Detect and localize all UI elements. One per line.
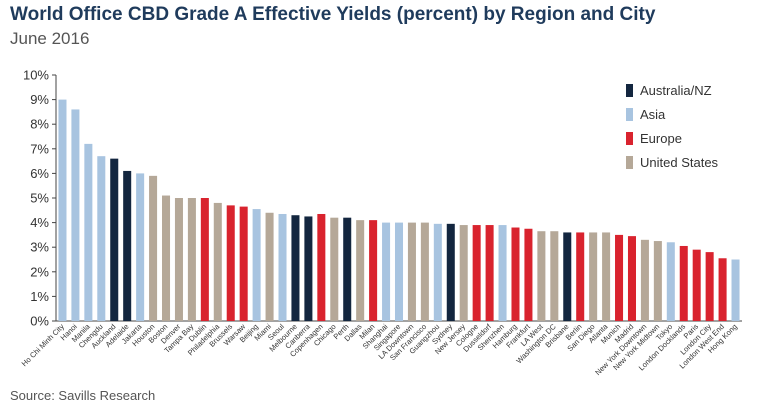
bar xyxy=(524,228,533,321)
bar xyxy=(252,209,261,321)
x-tick-label: Ho Chi Minh City xyxy=(20,322,66,368)
x-axis-labels: Ho Chi Minh CityHanoiManilaChengduAuckla… xyxy=(20,321,739,377)
bar xyxy=(679,245,688,321)
bar xyxy=(330,217,339,321)
bar xyxy=(317,213,326,321)
bar xyxy=(356,220,365,321)
y-tick-label: 7% xyxy=(30,141,49,156)
bar xyxy=(550,231,559,321)
bar xyxy=(511,227,520,321)
y-axis: 0% 1% 2% 3% 4% 5% 6% 7% 8% 9% 10% xyxy=(23,68,742,329)
bar xyxy=(136,173,145,321)
legend-label: United States xyxy=(640,155,719,170)
bar xyxy=(394,222,404,321)
bar xyxy=(472,225,481,321)
bar xyxy=(97,156,106,321)
bar xyxy=(627,236,636,321)
y-tick-label: 3% xyxy=(30,240,49,255)
bar xyxy=(653,241,662,321)
legend-swatch xyxy=(626,108,633,121)
bar xyxy=(291,215,300,321)
bar xyxy=(666,242,675,321)
bar xyxy=(239,206,248,321)
bar xyxy=(433,223,442,321)
bar xyxy=(304,216,313,321)
bar xyxy=(640,239,649,321)
bar xyxy=(563,232,572,321)
legend-swatch xyxy=(626,132,633,145)
bar xyxy=(84,143,93,321)
y-tick-label: 10% xyxy=(23,68,49,83)
bar xyxy=(343,217,352,321)
bar xyxy=(369,220,378,321)
bar-series xyxy=(58,99,740,321)
bar xyxy=(58,99,67,321)
bar xyxy=(71,109,80,321)
bar-chart: 0% 1% 2% 3% 4% 5% 6% 7% 8% 9% 10% Ho Chi Minh City… xyxy=(20,68,742,377)
bar xyxy=(110,158,119,321)
legend-swatch xyxy=(626,156,633,169)
legend-swatch xyxy=(626,84,633,97)
y-tick-label: 8% xyxy=(30,117,49,132)
legend: Australia/NZ Asia Europe United States xyxy=(626,83,719,170)
y-tick-label: 5% xyxy=(30,191,49,206)
bar xyxy=(602,232,611,321)
legend-label: Europe xyxy=(640,131,682,146)
bar xyxy=(537,231,546,321)
bar xyxy=(278,213,287,321)
bar xyxy=(589,232,598,321)
bar xyxy=(265,212,274,321)
bar xyxy=(615,234,624,321)
chart-subtitle: June 2016 xyxy=(10,29,90,48)
legend-label: Australia/NZ xyxy=(640,83,712,98)
bar xyxy=(692,249,701,321)
y-tick-label: 1% xyxy=(30,289,49,304)
bar xyxy=(705,252,714,321)
bar xyxy=(485,225,494,321)
y-tick-label: 9% xyxy=(30,92,49,107)
bar xyxy=(459,225,468,321)
bar xyxy=(200,198,209,321)
source-note: Source: Savills Research xyxy=(10,388,156,403)
bar xyxy=(174,198,183,321)
bar xyxy=(718,258,727,321)
bar xyxy=(731,259,740,321)
bar xyxy=(213,202,222,321)
chart-title: World Office CBD Grade A Effective Yield… xyxy=(10,4,656,25)
bar xyxy=(226,205,235,321)
bar xyxy=(149,175,158,321)
bar xyxy=(407,222,416,321)
bar xyxy=(123,170,132,321)
bar xyxy=(382,222,391,321)
legend-label: Asia xyxy=(640,107,666,122)
bar xyxy=(420,222,429,321)
bar xyxy=(162,195,171,321)
y-tick-label: 4% xyxy=(30,215,49,230)
bar xyxy=(446,223,455,321)
y-tick-label: 0% xyxy=(30,314,49,329)
bar xyxy=(576,232,585,321)
bar xyxy=(187,198,196,321)
y-tick-label: 2% xyxy=(30,264,49,279)
y-tick-label: 6% xyxy=(30,166,49,181)
bar xyxy=(498,225,507,321)
